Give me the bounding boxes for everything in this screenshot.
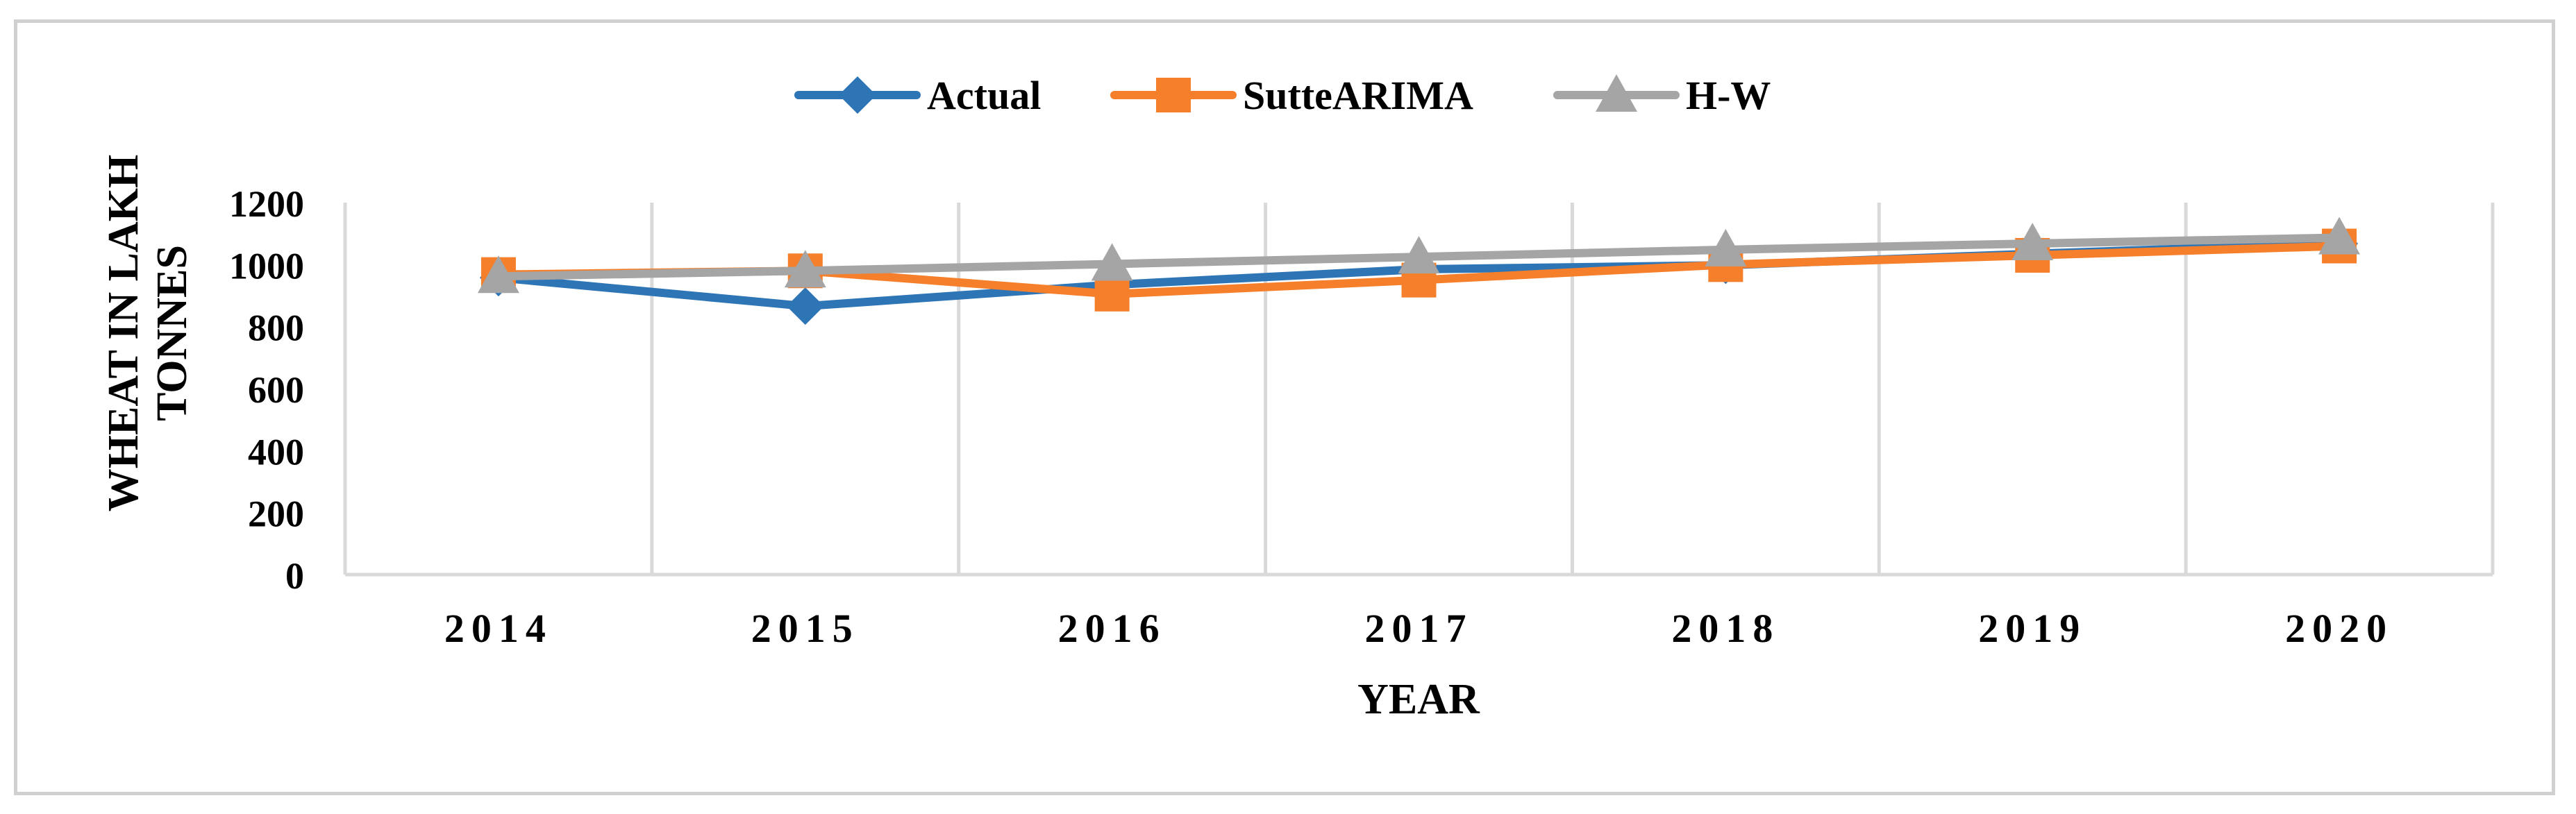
legend-label-actual: Actual xyxy=(927,73,1041,118)
y-axis-title-line: TONNES xyxy=(149,245,196,421)
series-layer xyxy=(477,217,2361,325)
data-point-actual xyxy=(786,287,824,325)
x-axis-title: YEAR xyxy=(1357,676,1480,723)
x-tick-label: 2014 xyxy=(444,606,553,651)
legend-label-suttearima: SutteARIMA xyxy=(1243,73,1473,118)
data-point-h-w xyxy=(1091,243,1133,281)
y-axis-title: WHEAT IN LAKHTONNES xyxy=(100,155,196,511)
legend-label-h-w: H-W xyxy=(1686,73,1771,118)
legend-layer: Actual SutteARIMA H-W xyxy=(794,73,1771,118)
y-tick-label: 200 xyxy=(248,493,304,535)
data-point-h-w xyxy=(477,255,519,294)
data-point-h-w xyxy=(2012,222,2054,260)
x-tick-label: 2016 xyxy=(1058,606,1166,651)
data-point-h-w xyxy=(1705,228,1747,266)
x-tick-label: 2017 xyxy=(1365,606,1473,651)
axis-layer: 0 200 400 600 800 1000 1200 2014 2015 2016 2017 201… xyxy=(229,183,2493,651)
x-tick-label: 2018 xyxy=(1671,606,1780,651)
x-tick-label: 2015 xyxy=(751,606,860,651)
y-tick-label: 400 xyxy=(248,431,304,473)
x-tick-label: 2019 xyxy=(1978,606,2086,651)
legend-marker-h-w xyxy=(1596,74,1637,112)
y-tick-label: 600 xyxy=(248,369,304,411)
y-tick-label: 1200 xyxy=(229,183,304,225)
data-point-h-w xyxy=(2318,217,2361,255)
data-point-h-w xyxy=(784,250,826,288)
y-axis-title-line: WHEAT IN LAKH xyxy=(100,155,147,511)
label-layer: YEAR WHEAT IN LAKHTONNES xyxy=(100,155,1480,723)
chart-frame xyxy=(14,19,2555,795)
legend-marker-actual xyxy=(839,76,876,114)
y-tick-label: 1000 xyxy=(229,245,304,287)
y-tick-label: 800 xyxy=(248,307,304,349)
data-point-suttearima xyxy=(1094,276,1130,312)
legend-marker-suttearima xyxy=(1156,78,1191,112)
x-tick-label: 2020 xyxy=(2285,606,2393,651)
y-tick-label: 0 xyxy=(285,555,304,597)
data-point-h-w xyxy=(1398,236,1440,274)
